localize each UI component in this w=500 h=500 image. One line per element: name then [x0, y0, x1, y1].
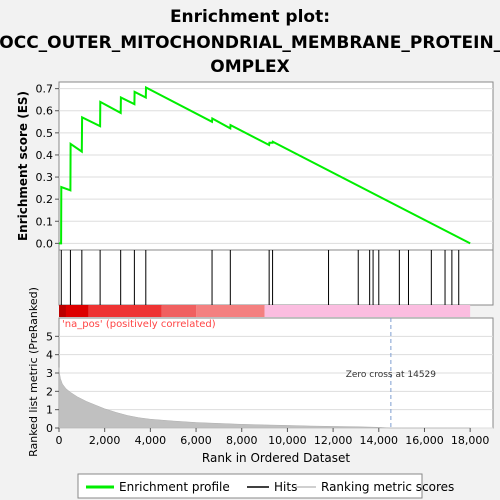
chart-title-line-1: Enrichment plot:	[170, 7, 330, 27]
ranking-metric-area	[58, 367, 471, 429]
es-y-tick-label: 0.2	[36, 193, 54, 206]
ranked-y-tick-label: 4	[46, 349, 53, 362]
es-panel	[58, 81, 494, 251]
x-tick-label: 18,000	[451, 434, 490, 447]
es-y-tick-label: 0.6	[36, 105, 54, 118]
ranked-y-tick-label: 5	[46, 330, 53, 343]
enrichment-profile-line	[59, 85, 471, 245]
x-tick-label: 4,000	[135, 434, 167, 447]
legend: Enrichment profile Hits Ranking metric sco…	[86, 480, 454, 494]
es-y-ticks: 0.0 0.1 0.2 0.3 0.4 0.5 0.6 0.7	[36, 83, 59, 250]
chart-title-line-3: OMPLEX	[210, 57, 289, 77]
zero-cross-label: Zero cross at 14529	[346, 370, 437, 380]
ranked-y-tick-label: 0	[46, 422, 53, 435]
legend-label: Hits	[274, 480, 297, 494]
ranked-y-axis-label: Ranked list metric (PreRanked)	[27, 287, 40, 457]
ranked-y-tick-label: 3	[46, 367, 53, 380]
position-bar-segment	[59, 305, 66, 317]
es-y-tick-label: 0.1	[36, 215, 54, 228]
x-tick-label: 8,000	[226, 434, 258, 447]
x-ticks: 0 2,000 4,000 6,000 8,000 10,000 12,000 14,000 1…	[56, 428, 490, 447]
position-bar-segment	[161, 305, 197, 317]
ranked-y-tick-label: 2	[46, 385, 53, 398]
es-y-tick-label: 0.0	[36, 237, 54, 250]
hits-panel	[58, 249, 494, 306]
es-y-axis-label: Enrichment score (ES)	[16, 91, 30, 241]
x-tick-label: 10,000	[268, 434, 307, 447]
positive-correlation-label: 'na_pos' (positively correlated)	[62, 319, 216, 330]
x-tick-label: 16,000	[405, 434, 444, 447]
es-y-tick-label: 0.5	[36, 127, 54, 140]
hits-markers	[60, 250, 460, 305]
ranked-y-tick-label: 1	[46, 404, 53, 417]
x-tick-label: 0	[56, 434, 63, 447]
legend-label: Enrichment profile	[119, 480, 230, 494]
x-tick-label: 12,000	[314, 434, 353, 447]
es-gridlines	[59, 88, 493, 244]
ranked-y-ticks: 0 1 2 3 4 5	[46, 330, 59, 435]
es-y-tick-label: 0.3	[36, 171, 54, 184]
position-bar-segment	[88, 305, 162, 317]
legend-box	[77, 473, 423, 499]
x-tick-label: 2,000	[89, 434, 121, 447]
position-bar-segment	[196, 305, 265, 317]
position-bar-segment	[59, 305, 89, 317]
chart-title-line-2: GOCC_OUTER_MITOCHONDRIAL_MEMBRANE_PROTEI…	[0, 33, 500, 53]
x-tick-label: 14,000	[360, 434, 399, 447]
x-tick-label: 6,000	[180, 434, 212, 447]
position-color-bar	[59, 305, 471, 317]
position-bar-segment	[264, 305, 471, 317]
es-y-tick-label: 0.7	[36, 83, 54, 96]
x-axis-label: Rank in Ordered Dataset	[202, 451, 350, 465]
legend-label: Ranking metric scores	[321, 480, 454, 494]
es-y-tick-label: 0.4	[36, 149, 54, 162]
